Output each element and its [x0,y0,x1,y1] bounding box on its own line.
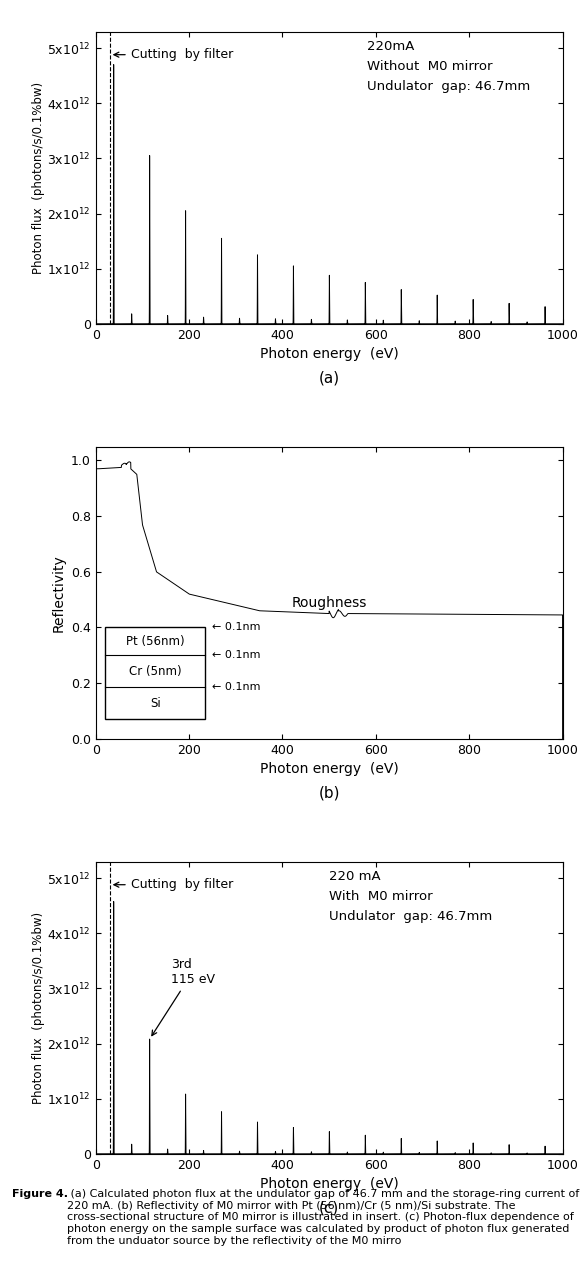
Text: Roughness: Roughness [292,596,367,610]
Text: 220 mA
With  M0 mirror
Undulator  gap: 46.7mm: 220 mA With M0 mirror Undulator gap: 46.… [329,870,492,923]
Text: (c): (c) [319,1200,339,1216]
Y-axis label: Photon flux  (photons/s/0.1%bw): Photon flux (photons/s/0.1%bw) [31,82,45,274]
Text: (a): (a) [318,371,340,386]
Text: 3rd
115 eV: 3rd 115 eV [152,958,215,1035]
Y-axis label: Reflectivity: Reflectivity [51,554,66,632]
Text: (b): (b) [318,786,340,801]
Text: Figure 4.: Figure 4. [12,1189,68,1199]
Text: Cutting  by filter: Cutting by filter [114,48,233,62]
Y-axis label: Photon flux  (photons/s/0.1%bw): Photon flux (photons/s/0.1%bw) [31,912,45,1103]
Text: ← 0.1nm: ← 0.1nm [212,623,261,633]
Text: Cutting  by filter: Cutting by filter [114,878,233,892]
Text: ← 0.1nm: ← 0.1nm [212,651,261,661]
Text: (a) Calculated photon flux at the undulator gap of 46.7 mm and the storage-ring : (a) Calculated photon flux at the undula… [67,1189,579,1246]
Text: ← 0.1nm: ← 0.1nm [212,682,261,692]
X-axis label: Photon energy  (eV): Photon energy (eV) [260,347,398,361]
Text: Si: Si [150,697,161,710]
X-axis label: Photon energy  (eV): Photon energy (eV) [260,762,398,777]
Text: 220mA
Without  M0 mirror
Undulator  gap: 46.7mm: 220mA Without M0 mirror Undulator gap: 4… [367,40,530,93]
Bar [105,628,205,719]
Text: Pt (56nm): Pt (56nm) [126,634,184,648]
X-axis label: Photon energy  (eV): Photon energy (eV) [260,1178,398,1192]
Text: Cr (5nm): Cr (5nm) [129,665,182,678]
